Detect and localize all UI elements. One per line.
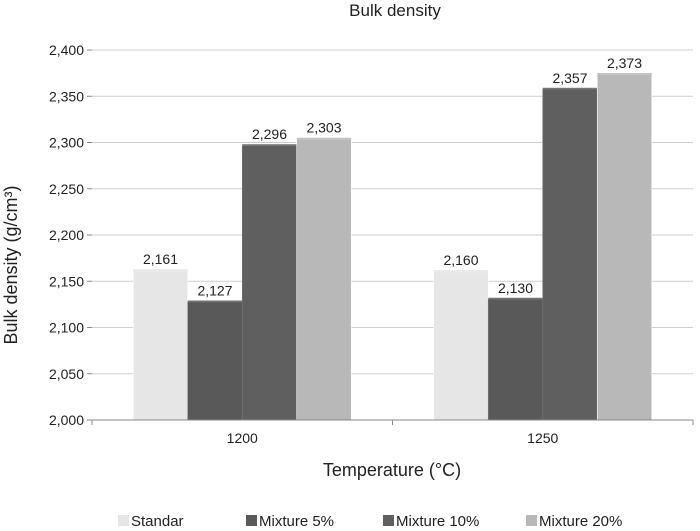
y-tick-label: 2,250 <box>49 181 84 197</box>
y-tick-label: 2,050 <box>49 366 84 382</box>
y-tick-label: 2,350 <box>49 88 84 104</box>
bar-top-edge <box>433 270 489 273</box>
data-label: 2,373 <box>607 55 642 71</box>
y-tick-label: 2,200 <box>49 227 84 243</box>
bar-top-edge <box>542 87 598 91</box>
x-tick-label: 1250 <box>527 430 558 446</box>
bar <box>187 302 243 421</box>
legend-swatch <box>246 515 257 526</box>
legend-label: Standar <box>131 513 184 530</box>
bar <box>487 299 544 421</box>
legend-label: Mixture 5% <box>259 513 334 530</box>
bar-top-edge <box>187 300 243 304</box>
bar <box>433 271 489 421</box>
bar <box>596 74 653 421</box>
bar-top-edge <box>488 297 543 301</box>
chart-title: Bulk density <box>349 1 441 20</box>
data-label: 2,296 <box>252 126 287 142</box>
legend-swatch <box>383 515 394 526</box>
data-label: 2,161 <box>143 251 178 267</box>
bar <box>542 89 598 421</box>
bar-top-edge <box>296 137 352 141</box>
data-label: 2,130 <box>498 280 533 296</box>
bar <box>132 270 189 421</box>
legend-label: Mixture 20% <box>539 513 622 530</box>
data-label: 2,357 <box>552 70 587 86</box>
bar <box>296 139 352 421</box>
legend-swatch <box>118 515 129 526</box>
bar-top-edge <box>242 144 297 148</box>
data-labels: 2,161 2,127 2,296 2,303 2,160 2,130 2,357 2,373 <box>143 55 642 299</box>
y-tick-label: 2,000 <box>49 412 84 428</box>
legend: Standar Mixture 5% Mixture 10% Mixture 20% <box>118 513 622 530</box>
data-label: 2,303 <box>306 120 341 136</box>
legend-label: Mixture 10% <box>396 513 479 530</box>
y-tick-label: 2,150 <box>49 273 84 289</box>
bar-top-edge <box>597 72 652 76</box>
x-tick-label: 1200 <box>227 430 258 446</box>
y-tick-label: 2,100 <box>49 320 84 336</box>
y-axis-label: Bulk density (g/cm³) <box>1 185 21 344</box>
data-label: 2,127 <box>197 283 232 299</box>
legend-swatch <box>526 515 537 526</box>
data-label: 2,160 <box>443 252 478 268</box>
y-axis-ticks: 2,000 2,050 2,100 2,150 2,200 2,250 2,300 2,350… <box>49 42 84 428</box>
bar-top-edge <box>133 269 188 273</box>
bar <box>241 145 298 421</box>
x-axis-label: Temperature (°C) <box>323 460 461 480</box>
x-axis-ticks: 1200 1250 <box>91 420 694 446</box>
bars <box>132 72 653 421</box>
y-tick-label: 2,400 <box>49 42 84 58</box>
y-tick-label: 2,300 <box>49 135 84 151</box>
